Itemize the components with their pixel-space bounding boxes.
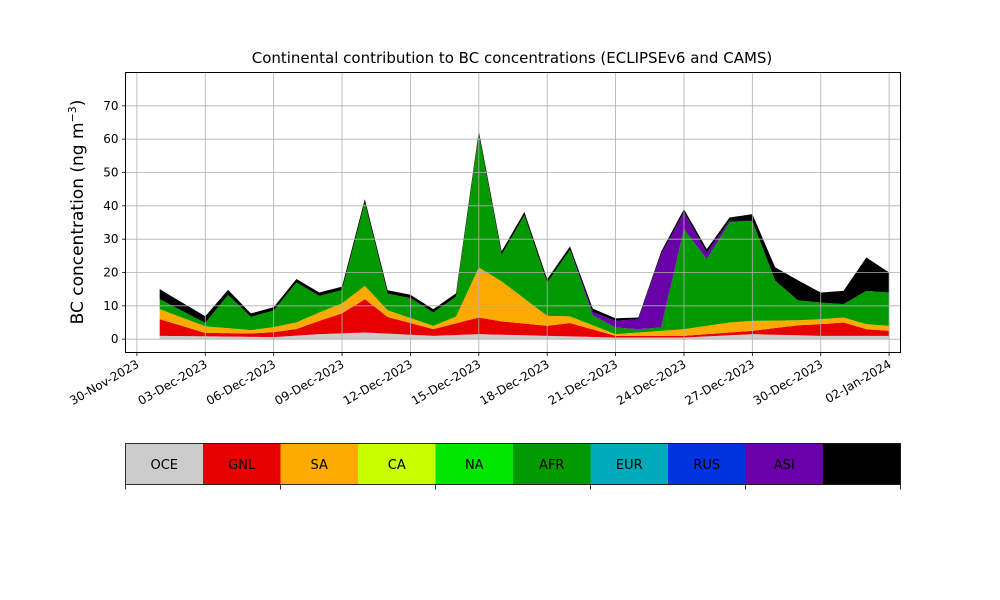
area-sa <box>159 267 890 336</box>
legend-swatch-aus <box>823 443 901 485</box>
chart-title: Continental contribution to BC concentra… <box>252 49 773 67</box>
legend-label-ca: CA <box>388 458 406 473</box>
y-tick-label: 0 <box>111 332 119 346</box>
y-tick-label: 20 <box>103 266 118 280</box>
x-tick-label: 09-Dec-2023 <box>272 357 346 408</box>
x-tick-label: 27-Dec-2023 <box>683 357 757 408</box>
plot-frame <box>125 72 901 353</box>
x-axis: 30-Nov-202303-Dec-202306-Dec-202309-Dec-… <box>67 352 894 408</box>
x-tick-label: 24-Dec-2023 <box>614 357 688 408</box>
legend-label-sa: SA <box>311 458 328 473</box>
x-tick-label: 15-Dec-2023 <box>409 357 483 408</box>
legend-swatch-eur <box>590 443 668 485</box>
y-axis: 0 10 20 30 40 50 60 70 <box>103 99 126 346</box>
legend-swatch-asi <box>745 443 823 485</box>
legend-swatch-na <box>435 443 513 485</box>
x-tick-label: 18-Dec-2023 <box>477 357 551 408</box>
legend-swatch-afr <box>513 443 591 485</box>
legend-label-oce: OCE <box>150 458 178 473</box>
y-tick-label: 50 <box>103 166 118 180</box>
legend-swatch-rus <box>668 443 746 485</box>
x-tick-label: 06-Dec-2023 <box>204 357 278 408</box>
y-axis-label: BC concentration (ng m−3) <box>66 100 88 325</box>
legend-label-eur: EUR <box>616 458 643 473</box>
x-tick-label: 21-Dec-2023 <box>546 357 620 408</box>
y-tick-label: 70 <box>103 99 118 113</box>
legend-label-afr: AFR <box>539 458 564 473</box>
x-tick-label: 30-Dec-2023 <box>751 357 825 408</box>
y-tick-label: 60 <box>103 132 118 146</box>
legend-label-aus: AUS <box>848 458 875 473</box>
x-tick-label: 02-Jan-2024 <box>823 357 894 406</box>
legend-label-rus: RUS <box>693 458 720 473</box>
legend-swatch-sa <box>280 443 358 485</box>
stacked-areas <box>159 130 890 340</box>
y-tick-label: 30 <box>103 232 118 246</box>
x-tick-label: 12-Dec-2023 <box>341 357 415 408</box>
legend-frame <box>125 443 901 485</box>
legend-swatch-oce <box>125 443 203 485</box>
legend-swatch-ca <box>358 443 436 485</box>
area-afr <box>159 134 890 335</box>
legend-label-na: NA <box>465 458 484 473</box>
y-tick-label: 40 <box>103 199 118 213</box>
x-tick-label: 30-Nov-2023 <box>67 357 141 408</box>
legend-label-gnl: GNL <box>228 458 256 473</box>
gridlines <box>125 72 901 353</box>
x-tick-label: 03-Dec-2023 <box>135 357 209 408</box>
y-tick-label: 10 <box>103 299 118 313</box>
legend-swatch-gnl <box>203 443 281 485</box>
legend-label-asi: ASI <box>774 458 795 473</box>
region-color-legend: OCE GNL SA CA NA AFR EUR RUS ASI AUS <box>125 443 901 490</box>
